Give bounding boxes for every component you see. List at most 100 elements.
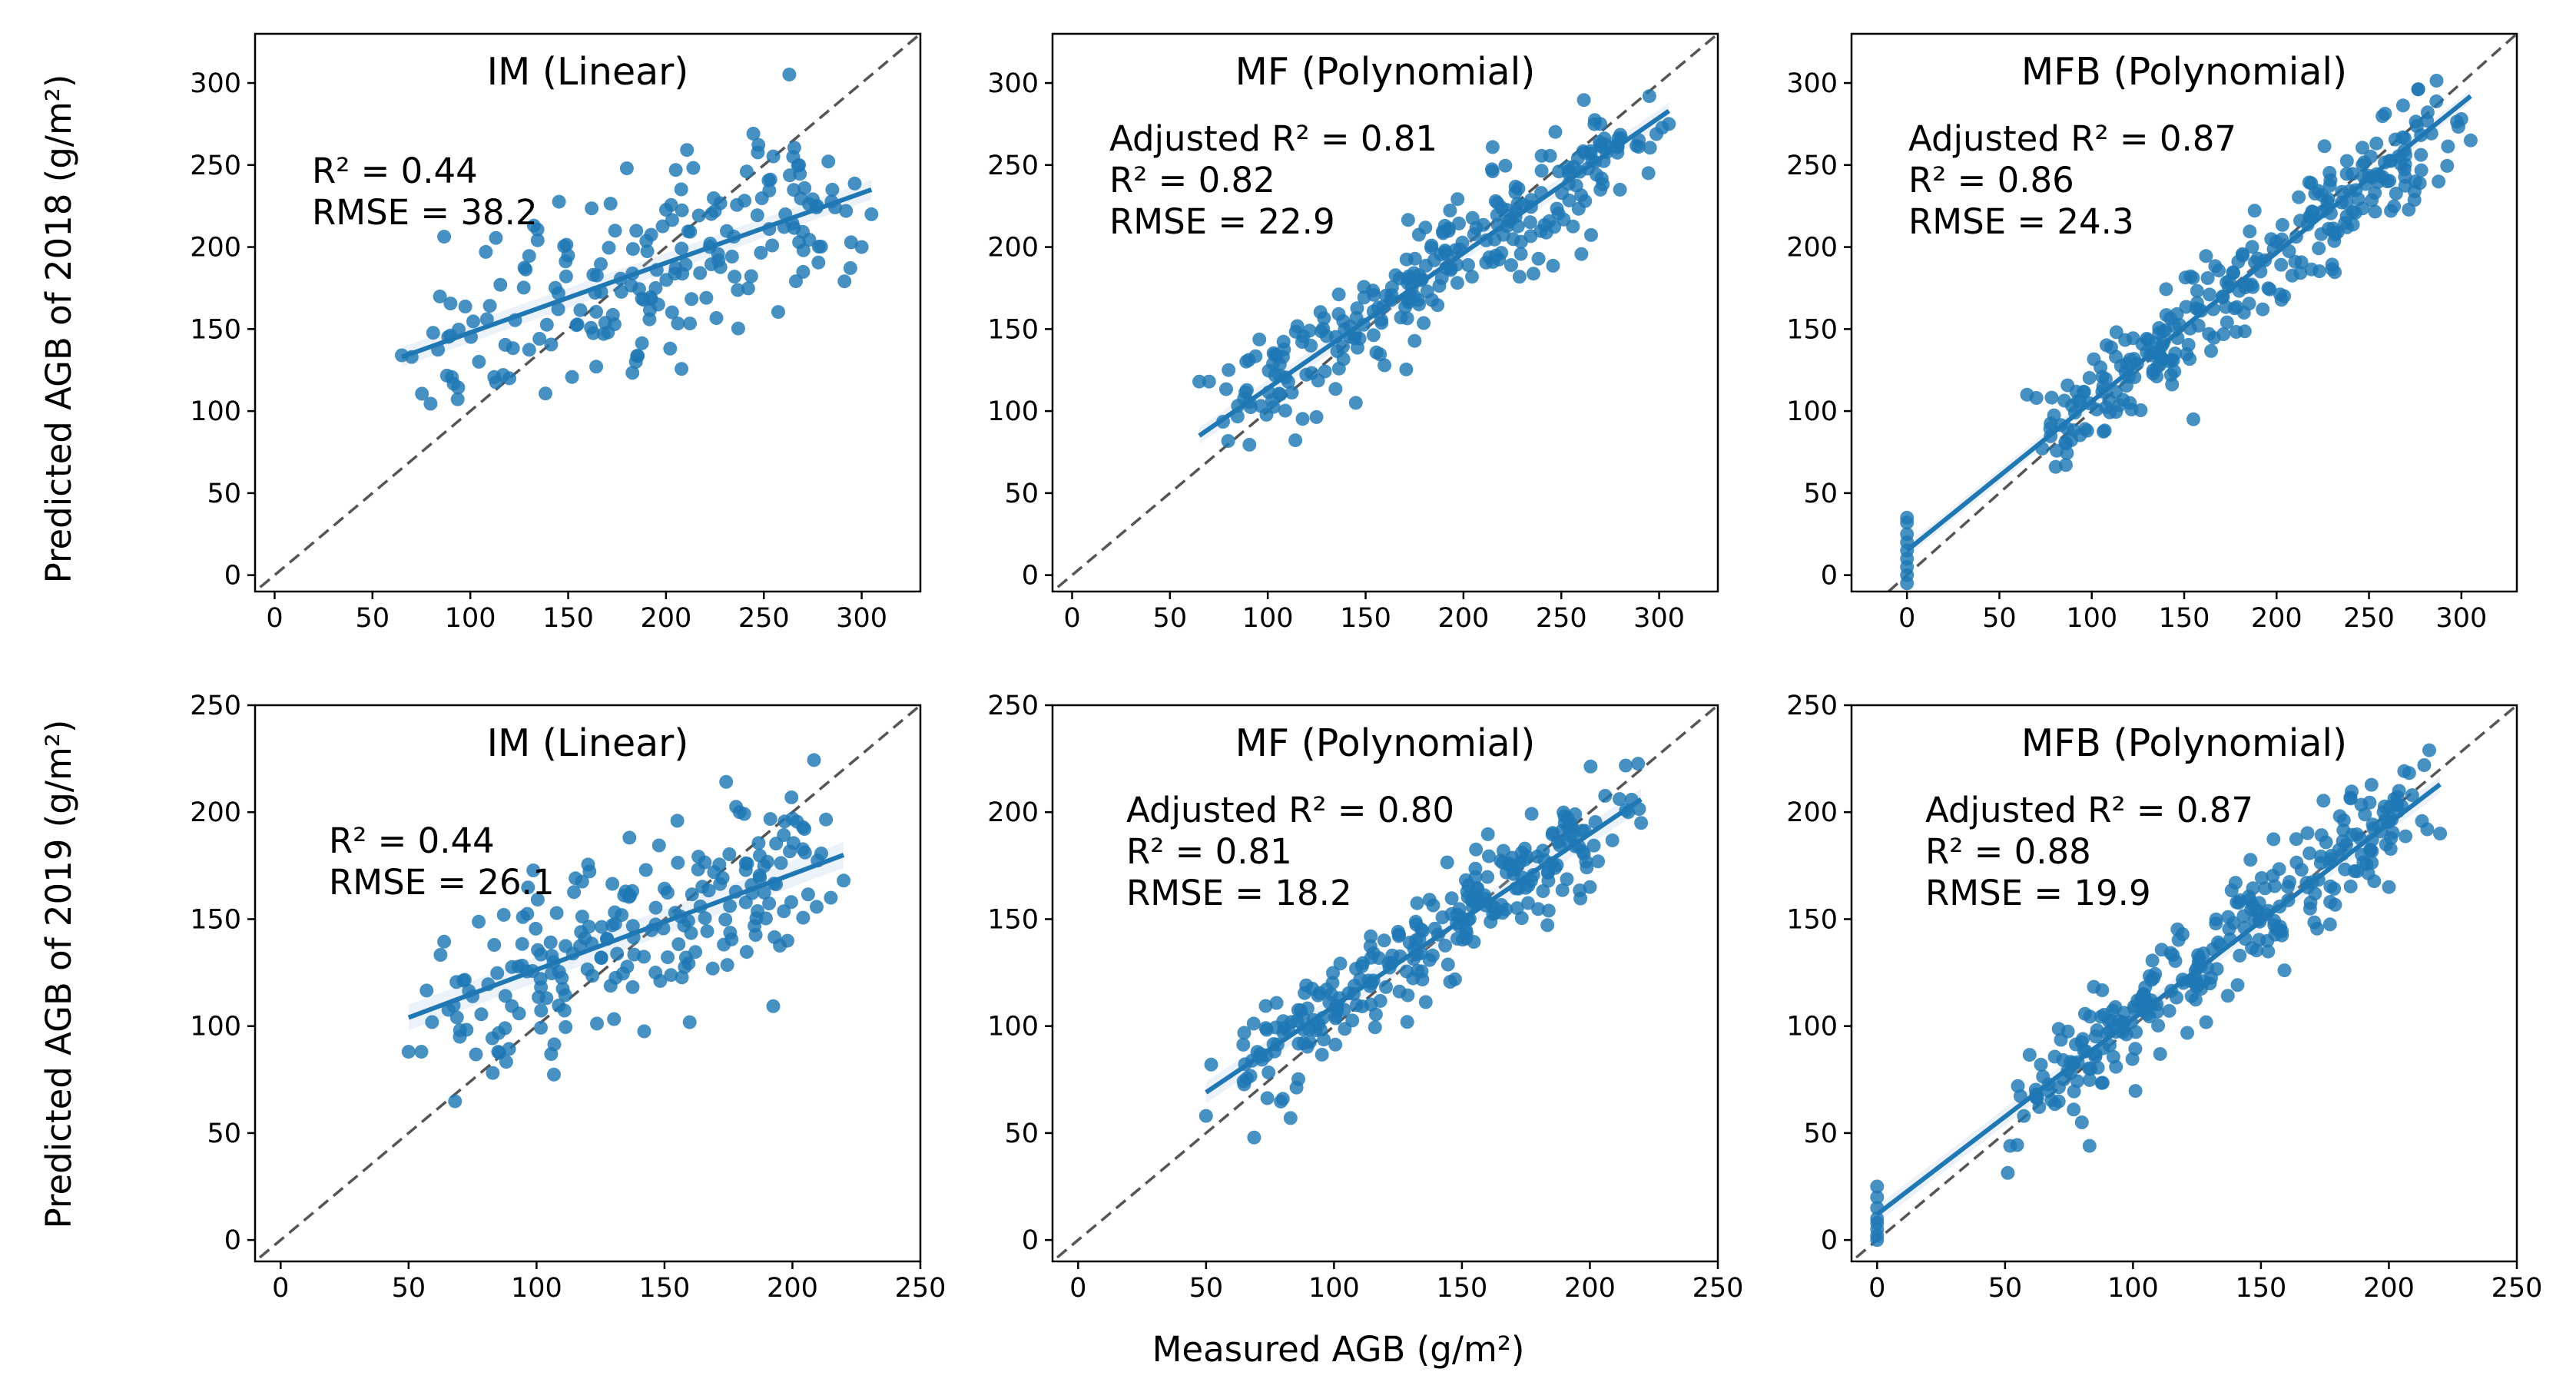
panel-2-3-title: MFB (Polynomial) — [2021, 721, 2347, 765]
panel-2-2-data-point — [1477, 888, 1492, 903]
panel-1-2-data-point — [1202, 374, 1216, 389]
panel-2-3-y-tick-label: 200 — [1786, 797, 1838, 828]
panel-2-3-data-point — [2405, 788, 2419, 803]
panel-2-3-data-point — [2170, 922, 2185, 936]
panel-1-1-data-point — [479, 312, 494, 326]
panel-2-1-data-point — [705, 961, 720, 976]
panel-1-2-data-point — [1290, 319, 1305, 333]
panel-2-1-x-tick-label: 150 — [639, 1273, 691, 1304]
panel-1-2-data-point — [1424, 240, 1438, 255]
panel-2-3-data-point — [2433, 827, 2448, 841]
panel-1-2-data-point — [1511, 181, 1526, 196]
panel-2-3-data-point — [2338, 862, 2352, 877]
panel-2-1-data-point — [671, 856, 685, 870]
panel-1-1-data-point — [766, 149, 781, 164]
panel-2-2-data-point — [1246, 1016, 1261, 1031]
panel-2-1-data-point — [573, 939, 588, 953]
panel-2-3-data-point — [2067, 1084, 2081, 1099]
panel-2-2-data-point — [1261, 1066, 1276, 1080]
panel-2-1-data-point — [807, 753, 821, 767]
panel-2-1: 0 50 100 150 200 250 0 50 100 150 200 250 IM (Linear… — [190, 691, 946, 1304]
panel-1-3-data-point — [2029, 391, 2044, 405]
panel-1-2-data-point — [1597, 131, 1612, 146]
panel-2-3-fit-line — [1875, 782, 2442, 1217]
panel-2-3-data-point — [2379, 837, 2393, 852]
panel-1-3-data-point — [2208, 259, 2223, 273]
panel-2-1-data-point — [698, 911, 712, 926]
panel-2-1-data-point — [837, 873, 851, 888]
panel-2-3-data-point — [2151, 1019, 2166, 1032]
panel-2-3-data-point — [1870, 1190, 1885, 1205]
panel-2-1-data-point — [448, 1094, 462, 1109]
panel-1-3-data-point — [2109, 350, 2123, 364]
panel-1-1-data-point — [539, 386, 552, 401]
panel-2-2-data-point — [1236, 1037, 1251, 1052]
panel-1-2-x-tick-label: 0 — [1063, 603, 1080, 634]
panel-1-1-data-point — [605, 307, 620, 322]
panel-2-1-data-point — [785, 811, 800, 826]
panel-2-1-y-tick-label: 0 — [224, 1225, 241, 1256]
panel-1-1-data-point — [559, 269, 573, 283]
panel-2-3-data-point — [2001, 1165, 2015, 1180]
panel-2-3-plot-area — [1852, 705, 2517, 1261]
panel-1-3-data-point — [1900, 515, 1915, 530]
panel-1-3-data-point — [2356, 141, 2369, 155]
panel-2-3-data-point — [2109, 1059, 2123, 1074]
panel-1-2-data-point — [1239, 354, 1254, 369]
panel-2-1-data-point — [449, 975, 464, 989]
panel-1-1-frame — [254, 32, 922, 593]
panel-1-3-data-point — [2314, 227, 2329, 241]
panel-2-2-stat-3: RMSE = 18.2 — [1126, 873, 1352, 913]
panel-1-1-data-point — [708, 204, 722, 218]
panel-2-1-x-tick-label: 100 — [511, 1273, 562, 1304]
panel-1-3-data-point — [2317, 139, 2332, 154]
panel-2-3-data-point — [2302, 846, 2317, 860]
panel-2-2-x-tick-label: 200 — [1564, 1273, 1616, 1304]
panel-2-3-data-point — [2209, 916, 2223, 931]
panel-1-1-data-point — [837, 274, 852, 289]
panel-1-3-data-point — [2327, 234, 2342, 248]
panel-1-1-data-point — [482, 299, 497, 313]
panel-2-2-data-point — [1598, 788, 1613, 803]
panel-1-1-data-point — [516, 280, 531, 295]
panel-2-3-data-point — [2261, 944, 2276, 959]
panel-2-2-data-point — [1579, 854, 1593, 869]
panel-1-2-data-point — [1350, 301, 1364, 316]
panel-2-2-data-point — [1284, 1015, 1298, 1029]
panel-1-2-data-point — [1295, 412, 1310, 426]
panel-1-1-data-point — [594, 257, 608, 271]
panel-1-3-data-point — [2229, 325, 2243, 339]
panel-1-3-data-point — [2429, 74, 2444, 88]
panel-2-3-y-tick-label: 250 — [1786, 691, 1838, 721]
panel-2-1-data-point — [651, 838, 666, 853]
panel-2-2: 0 50 100 150 200 250 0 50 100 150 200 250 MF (Polyno… — [987, 691, 1743, 1304]
panel-1-1-y-tick-label: 150 — [190, 314, 241, 345]
panel-2-2-data-point — [1468, 861, 1483, 876]
panel-1-2-data-point — [1239, 383, 1254, 397]
panel-1-2-data-point — [1531, 251, 1546, 266]
panel-2-2-data-point — [1564, 817, 1579, 831]
panel-1-1-data-point — [671, 317, 685, 331]
panel-2-2-data-point — [1586, 838, 1601, 853]
panel-1-2-x-tick-label: 300 — [1633, 603, 1685, 634]
panel-1-1-data-point — [544, 337, 559, 352]
panel-1-3-fit-line — [1905, 94, 2472, 552]
panel-1-2-data-point — [1302, 323, 1317, 338]
panel-2-1-data-point — [605, 877, 620, 891]
panel-1-1-data-point — [751, 145, 765, 160]
panel-1-2-data-point — [1557, 212, 1571, 227]
panel-1-2-data-point — [1309, 409, 1324, 424]
panel-1-2-data-point — [1252, 332, 1267, 346]
panel-2-2-data-point — [1283, 1111, 1298, 1125]
panel-2-2-data-point — [1536, 843, 1550, 858]
panel-1-3-data-point — [2356, 201, 2370, 216]
panel-2-3-data-point — [2267, 913, 2282, 928]
panel-2-1-title: IM (Linear) — [487, 721, 689, 765]
panel-2-1-data-point — [437, 934, 452, 949]
panel-2-3-y-tick-label: 50 — [1803, 1119, 1838, 1149]
panel-2-1-data-point — [534, 1020, 548, 1035]
panel-2-3-data-point — [2300, 826, 2315, 840]
panel-2-2-data-point — [1566, 827, 1580, 842]
panel-1-3-data-point — [2274, 257, 2289, 272]
panel-2-3-frame — [1850, 704, 2518, 1263]
